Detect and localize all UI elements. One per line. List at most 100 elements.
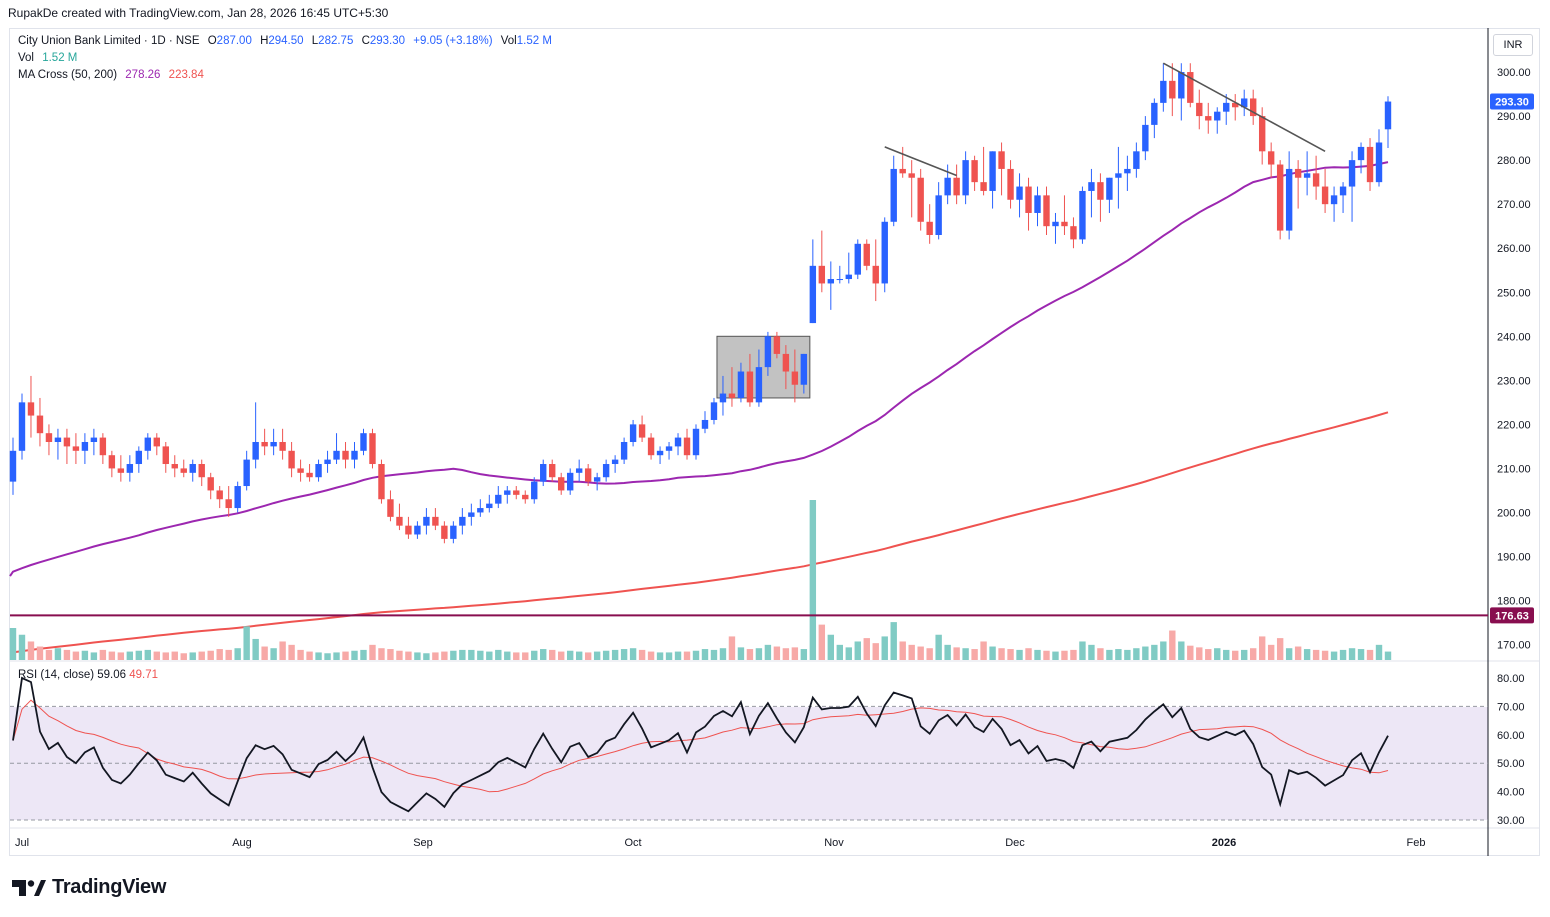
volume-bar [405, 651, 412, 660]
price-tick-label: 270.00 [1497, 199, 1531, 211]
candle-body [414, 525, 421, 535]
candle-body [1070, 226, 1077, 240]
time-axis[interactable]: Jul Aug Sep Oct Nov Dec 2026 Feb [15, 837, 1426, 849]
volume-bar [746, 649, 754, 660]
close-value: 293.30 [369, 35, 406, 47]
candle-body [1294, 168, 1302, 178]
candle-body [854, 243, 861, 275]
volume-bar [1232, 650, 1239, 660]
volume-bar [126, 651, 134, 660]
ma200-path [10, 411, 1389, 654]
currency-button[interactable]: INR [1493, 34, 1533, 56]
candle-body [845, 274, 852, 280]
price-tick-label: 180.00 [1497, 596, 1531, 608]
candle-body [818, 265, 826, 284]
candle-body [360, 433, 367, 451]
candle-body [881, 221, 888, 284]
candle-body [1178, 72, 1185, 99]
candle-body [36, 415, 44, 434]
candle-body [908, 173, 915, 178]
rsi-tick-label: 30.00 [1497, 815, 1525, 827]
candle-body [980, 182, 987, 191]
volume-bar [1330, 651, 1338, 660]
candle-body [872, 265, 879, 284]
candle-body [306, 472, 313, 478]
volume-bar [917, 646, 924, 660]
candle-body [270, 441, 277, 447]
volume-bar [872, 643, 879, 660]
candle-body [369, 433, 376, 465]
candle-body [540, 464, 547, 482]
candle-body [746, 371, 754, 403]
volume-bar [908, 644, 915, 660]
volume-bar [1106, 649, 1113, 660]
candle-body [782, 353, 790, 372]
volume-bar [962, 648, 969, 660]
volume-bar [575, 651, 583, 660]
candle-body [935, 195, 942, 235]
volume-bar [486, 651, 493, 660]
volume-bar [890, 622, 897, 660]
candle-body [63, 437, 71, 447]
volume-bar [827, 634, 835, 660]
price-tags: 293.30 176.63 [1490, 93, 1534, 624]
volume-bar [1070, 649, 1077, 660]
volume-bar [755, 648, 763, 660]
volume-bar [638, 649, 646, 660]
candle-body [450, 525, 457, 539]
volume-legend[interactable]: Vol 1.52 M [18, 52, 78, 64]
candle-body [1267, 151, 1275, 165]
candle-body [1366, 146, 1374, 183]
rsi-axis[interactable]: 30.00 40.00 50.00 60.00 70.00 80.00 [1497, 673, 1525, 827]
volume-bar [387, 649, 394, 660]
volume-bar [899, 641, 906, 660]
candle-body [234, 486, 241, 509]
volume-bar [674, 651, 682, 660]
volume-bar [1348, 648, 1356, 660]
volume-bar [396, 650, 403, 660]
candle-body [1357, 146, 1365, 161]
chart-attribution: RupakDe created with TradingView.com, Ja… [8, 6, 389, 20]
candle-body [998, 151, 1005, 169]
candle-body [1241, 98, 1248, 108]
candle-body [1276, 164, 1284, 231]
volume-value: 1.52 M [516, 35, 552, 47]
candle-body [153, 437, 160, 447]
rsi-legend[interactable]: RSI (14, close) 59.06 49.71 [18, 669, 159, 681]
price-axis[interactable]: 170.00 180.00 190.00 200.00 210.00 220.00 230.… [1497, 67, 1531, 652]
volume-bar [45, 649, 53, 660]
candle-body [629, 424, 637, 442]
ma200-line [10, 411, 1389, 654]
candle-body [917, 177, 924, 222]
volume-bar [135, 650, 143, 660]
volume-bar [252, 638, 259, 660]
rsi-lines [12, 676, 1389, 813]
volume-bar [1007, 649, 1014, 660]
price-tick-label: 250.00 [1497, 287, 1531, 299]
volume-bar [1061, 650, 1068, 660]
candle-body [1097, 182, 1104, 200]
volume-bar [351, 650, 358, 660]
volume-bar [189, 652, 196, 660]
symbol-name[interactable]: City Union Bank Limited · 1D · NSE [18, 35, 200, 47]
candle-body [252, 441, 259, 460]
candle-body [216, 490, 223, 500]
ma-legend[interactable]: MA Cross (50, 200) 278.26 223.84 [18, 69, 204, 81]
candle-body [962, 160, 969, 196]
volume-bar [998, 648, 1005, 660]
price-tick-label: 230.00 [1497, 375, 1531, 387]
candle-body [566, 472, 574, 491]
candle-body [126, 464, 134, 473]
candle-body [710, 402, 718, 420]
volume-bar [1294, 646, 1302, 660]
volume-bar [333, 652, 340, 660]
ma50-value: 278.26 [125, 69, 161, 81]
consolidation-rect [716, 335, 811, 399]
candle-body [1043, 195, 1050, 227]
volume-bar [719, 648, 727, 660]
ma200-value: 223.84 [168, 69, 204, 81]
trendline [1162, 62, 1326, 153]
candle-body [162, 446, 169, 465]
candle-body [764, 336, 772, 368]
